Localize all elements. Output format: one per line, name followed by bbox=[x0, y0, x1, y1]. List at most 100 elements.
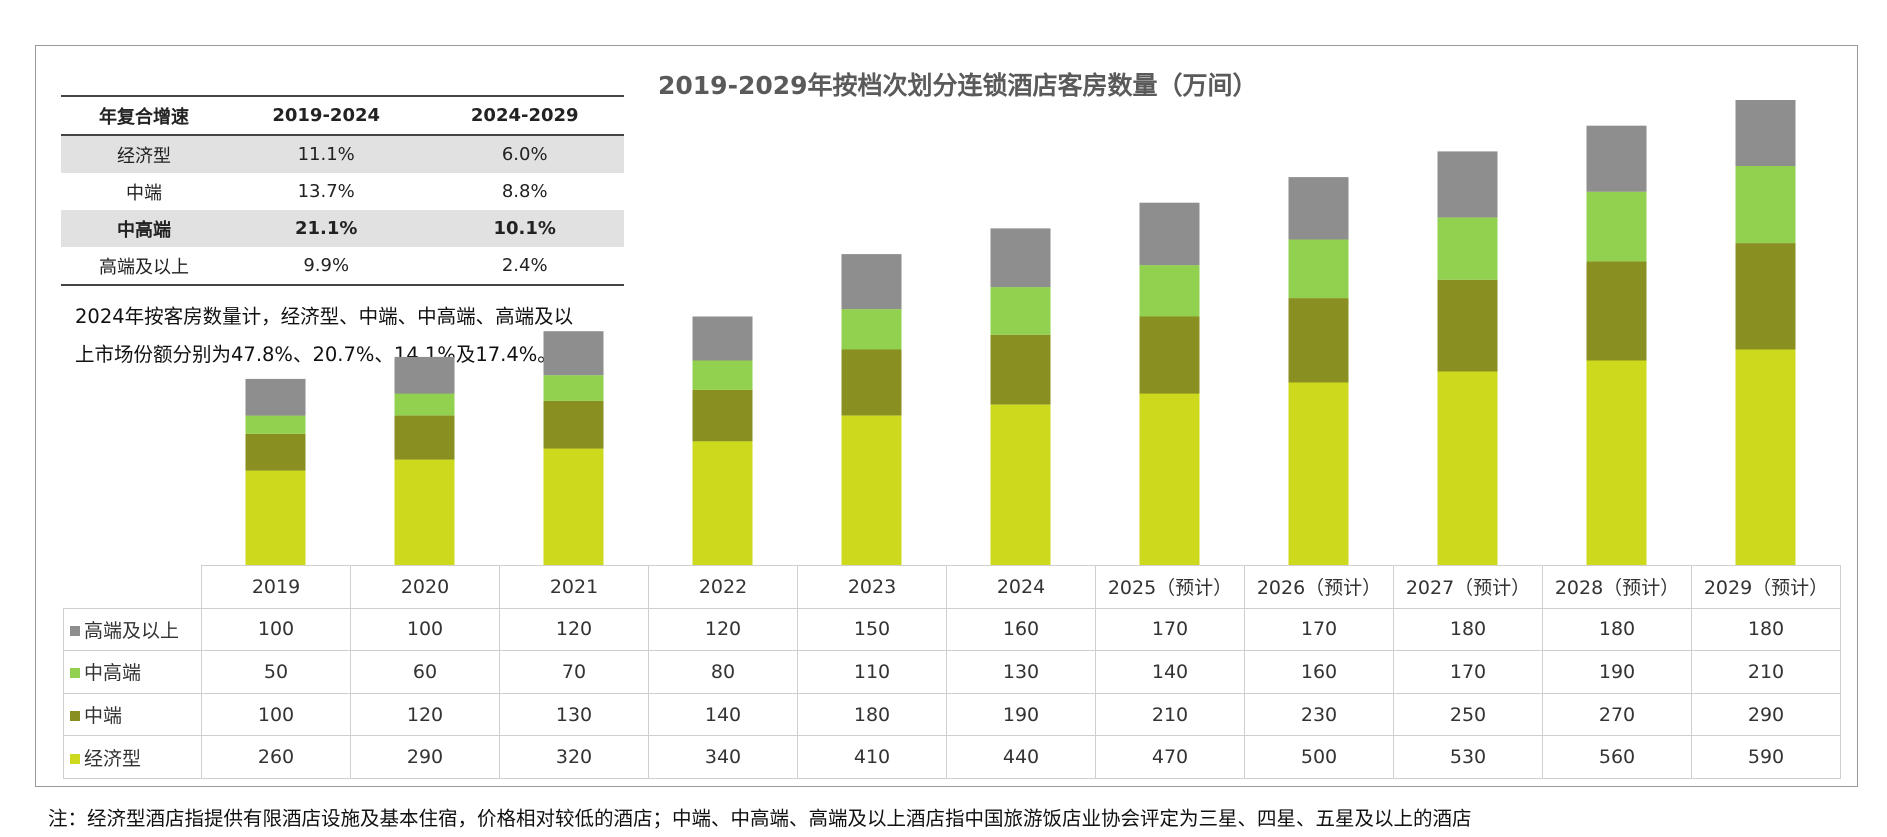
data-value-cell: 160 bbox=[946, 607, 1096, 652]
bar-segment-midscale bbox=[1288, 298, 1349, 383]
legend-entry-upper-midscale: 中高端 bbox=[63, 650, 202, 694]
x-tick-label: 2026（预计） bbox=[1244, 565, 1394, 609]
data-value-cell: 180 bbox=[1542, 607, 1692, 652]
bar-segment-midscale bbox=[543, 400, 604, 449]
data-value-cell: 170 bbox=[1393, 650, 1543, 694]
data-value-cell: 440 bbox=[946, 735, 1096, 779]
x-tick-label: 2022 bbox=[648, 565, 798, 609]
legend-label: 中高端 bbox=[84, 662, 142, 685]
data-table-corner bbox=[63, 565, 202, 609]
bar-segment-midscale bbox=[692, 389, 753, 442]
x-tick-label: 2028（预计） bbox=[1542, 565, 1692, 609]
x-tick-label: 2025（预计） bbox=[1095, 565, 1245, 609]
bar-segment-upper-midscale bbox=[841, 309, 902, 350]
bar-segment-economy bbox=[543, 448, 604, 566]
data-value-cell: 120 bbox=[648, 607, 798, 652]
legend-swatch bbox=[70, 625, 80, 636]
data-value-cell: 290 bbox=[1691, 692, 1841, 737]
bar-segment-economy bbox=[841, 415, 902, 566]
x-tick-label: 2021 bbox=[499, 565, 649, 609]
bar-segment-economy bbox=[1139, 393, 1200, 566]
bar-segment-midscale bbox=[394, 415, 455, 460]
bar-segment-upscale bbox=[1288, 177, 1349, 240]
data-value-cell: 100 bbox=[350, 607, 500, 652]
data-value-cell: 100 bbox=[201, 692, 351, 737]
data-value-cell: 530 bbox=[1393, 735, 1543, 779]
cagr-table: 年复合增速 2019-2024 2024-2029 经济型 11.1% 6.0%… bbox=[61, 95, 624, 286]
cagr-row-economy: 经济型 11.1% 6.0% bbox=[61, 135, 624, 173]
cagr-value: 6.0% bbox=[425, 135, 624, 173]
bar-segment-upper-midscale bbox=[1288, 239, 1349, 299]
data-row-economy: 经济型 260 290 320 340 410 440 470 500 530 560 590 bbox=[63, 735, 1841, 779]
bar-segment-midscale bbox=[1437, 279, 1498, 372]
cagr-value: 13.7% bbox=[297, 181, 355, 202]
bar-segment-midscale bbox=[990, 334, 1051, 405]
bar-segment-upscale bbox=[543, 331, 604, 376]
data-row-midscale: 中端 100 120 130 140 180 190 210 230 250 270 290 bbox=[63, 692, 1841, 737]
bar-segment-upper-midscale bbox=[394, 393, 455, 416]
data-value-cell: 590 bbox=[1691, 735, 1841, 779]
data-value-cell: 150 bbox=[797, 607, 947, 652]
data-value-cell: 130 bbox=[499, 692, 649, 737]
cagr-row-midscale: 中端 13.7% 8.8% bbox=[61, 173, 624, 210]
x-tick-label: 2029（预计） bbox=[1691, 565, 1841, 609]
bar-segment-midscale bbox=[1735, 243, 1796, 350]
cagr-row-label: 高端及以上 bbox=[61, 247, 227, 286]
bar-segment-upper-midscale bbox=[1586, 191, 1647, 262]
cagr-header-row: 年复合增速 2019-2024 2024-2029 bbox=[61, 95, 624, 136]
data-value-cell: 320 bbox=[499, 735, 649, 779]
data-value-cell: 70 bbox=[499, 650, 649, 694]
cagr-value: 2.4% bbox=[425, 247, 624, 286]
cagr-value: 10.1% bbox=[425, 210, 624, 247]
x-tick-label: 2023 bbox=[797, 565, 947, 609]
footnote: 注：经济型酒店指提供有限酒店设施及基本住宿，价格相对较低的酒店；中端、中高端、高… bbox=[48, 807, 1472, 830]
data-value-cell: 260 bbox=[201, 735, 351, 779]
data-value-cell: 410 bbox=[797, 735, 947, 779]
data-value-cell: 210 bbox=[1691, 650, 1841, 694]
legend-swatch bbox=[70, 711, 80, 722]
data-value-cell: 50 bbox=[201, 650, 351, 694]
cagr-row-label: 中端 bbox=[125, 182, 162, 204]
legend-swatch bbox=[70, 753, 80, 764]
cagr-row-label: 经济型 bbox=[61, 135, 227, 173]
bar-segment-economy bbox=[1586, 360, 1647, 566]
chart-frame bbox=[35, 45, 1858, 787]
bar-segment-upper-midscale bbox=[1139, 265, 1200, 317]
x-tick-label: 2020 bbox=[350, 565, 500, 609]
cagr-row-upper-midscale: 中高端 21.1% 10.1% bbox=[61, 210, 624, 247]
bar-segment-midscale bbox=[841, 349, 902, 416]
x-tick-label: 2027（预计） bbox=[1393, 565, 1543, 609]
bar-segment-upscale bbox=[1139, 202, 1200, 266]
bar-segment-economy bbox=[394, 459, 455, 566]
data-value-cell: 120 bbox=[499, 607, 649, 652]
bar-segment-economy bbox=[1288, 382, 1349, 566]
bar-segment-upper-midscale bbox=[1437, 217, 1498, 280]
data-table: 2019 2020 2021 2022 2023 2024 2025（预计） 2026（预计）… bbox=[63, 565, 1841, 779]
cagr-value: 11.1% bbox=[226, 135, 426, 173]
data-value-cell: 250 bbox=[1393, 692, 1543, 737]
x-tick-label: 2019 bbox=[201, 565, 351, 609]
bar-segment-upscale bbox=[1735, 100, 1796, 166]
data-value-cell: 60 bbox=[350, 650, 500, 694]
cagr-header-period-1: 2019-2024 bbox=[226, 95, 426, 136]
data-value-cell: 340 bbox=[648, 735, 798, 779]
data-value-cell: 180 bbox=[797, 692, 947, 737]
bar-segment-upper-midscale bbox=[692, 360, 753, 390]
legend-entry-midscale: 中端 bbox=[63, 692, 202, 737]
legend-entry-upscale: 高端及以上 bbox=[63, 607, 202, 652]
data-value-cell: 190 bbox=[946, 692, 1096, 737]
data-value-cell: 230 bbox=[1244, 692, 1394, 737]
legend-label: 中端 bbox=[84, 705, 123, 728]
data-value-cell: 210 bbox=[1095, 692, 1245, 737]
bar-segment-upper-midscale bbox=[245, 415, 306, 434]
cagr-header-period-2: 2024-2029 bbox=[425, 95, 624, 136]
data-value-cell: 160 bbox=[1244, 650, 1394, 694]
bar-segment-upscale bbox=[841, 254, 902, 310]
bar-segment-economy bbox=[1437, 371, 1498, 566]
bar-segment-upscale bbox=[1586, 125, 1647, 192]
data-value-cell: 140 bbox=[648, 692, 798, 737]
data-value-cell: 110 bbox=[797, 650, 947, 694]
data-value-cell: 180 bbox=[1393, 607, 1543, 652]
bar-segment-upper-midscale bbox=[543, 375, 604, 401]
